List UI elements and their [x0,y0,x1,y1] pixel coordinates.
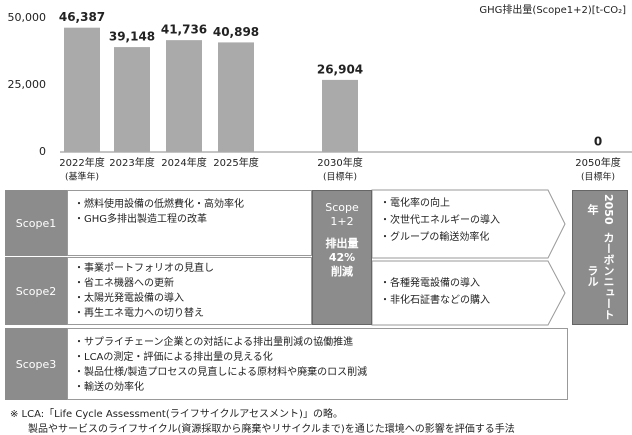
value-label: 39,148 [109,30,155,44]
arrow-box [371,260,566,326]
footnote: 製品やサービスのライフサイクル(資源採取から廃棄やリサイクルまで)を通じた環境へ… [28,424,515,435]
scope-item: ・GHG多排出製造工程の改革 [74,214,208,225]
value-label: 40,898 [213,25,259,39]
measure-item: ・グループの輸送効率化 [380,232,490,243]
scope-item: ・輸送の効率化 [74,382,144,393]
scope-item: ・太陽光発電設備の導入 [74,293,184,304]
target-body: 排出量 [325,237,359,250]
x-tick-label: 2025年度 [213,156,258,169]
y-tick-label: 25,000 [8,78,47,91]
target-2050: 2050年カーボンニュートラル [572,190,628,325]
value-label: 41,736 [161,23,207,37]
scope-item: ・LCAの測定・評価による排出量の見える化 [74,352,273,363]
x-tick-note: (基準年) [65,171,99,183]
measure-item: ・電化率の向上 [380,198,450,209]
bar [64,27,100,153]
target-2030: Scope 1+2 排出量 42% 削減 [312,190,372,325]
scope-label: Scope2 [5,257,67,325]
target-body: 42% [328,251,356,264]
value-label: 26,904 [317,62,363,76]
chart: GHG排出量(Scope1+2)[t-CO₂] 0 25,000 50,000 46,… [8,3,632,183]
scope-item: ・省エネ機器への更新 [74,278,174,289]
bar [322,79,358,152]
y-tick-label: 50,000 [8,11,47,24]
y-tick-label: 0 [39,145,46,158]
target-title: 1+2 [330,215,354,228]
scope-item: ・燃料使用設備の低燃費化・高効率化 [74,199,244,210]
measure-item: ・非化石証書などの購入 [380,295,490,306]
scope-item: ・再生エネ電力への切り替え [74,308,204,319]
footnote: ※ LCA:「Life Cycle Assessment(ライフサイクルアセスメ… [10,409,343,420]
x-tick-label: 2023年度 [109,156,154,169]
target-2050-line: カーボンニュートラル [586,231,615,320]
measures: ・各種発電設備の導入 ・非化石証書などの購入 [380,276,580,310]
target-2050-line: 2050年 [586,193,615,225]
measure-item: ・各種発電設備の導入 [380,278,480,289]
target-title: Scope [325,201,359,214]
scope-item: ・製品仕様/製造プロセスの見直しによる原材料や廃棄のロス削減 [74,367,368,378]
x-tick-note: (目標年) [581,171,615,183]
scope-items: ・事業ポートフォリオの見直し ・省エネ機器への更新 ・太陽光発電設備の導入・再生エネ… [67,257,312,325]
unit-label: GHG排出量(Scope1+2)[t-CO₂] [479,3,626,16]
scope-item: ・事業ポートフォリオの見直し [74,263,214,274]
scope-label: Scope1 [5,190,67,256]
bar [166,40,202,152]
x-tick-label: 2024年度 [161,156,206,169]
x-tick-label: 2050年度 [575,156,620,169]
value-label: 0 [594,135,602,149]
bar [218,42,254,153]
bar [114,47,150,152]
scope-items: ・サプライチェーン企業との対話による排出量削減の協働推進 ・LCAの測定・評価によ… [67,328,568,400]
value-label: 46,387 [59,10,105,24]
target-body: 削減 [331,265,353,278]
x-tick-label: 2022年度 [59,156,104,169]
scope-label: Scope3 [5,328,67,400]
scope-item: ・サプライチェーン企業との対話による排出量削減の協働推進 [74,337,354,348]
spacer [313,229,371,237]
scope-items: ・燃料使用設備の低燃費化・高効率化 ・GHG多排出製造工程の改革 [67,190,312,256]
measures: ・電化率の向上・次世代エネルギーの導入 ・グループの輸送効率化 [380,196,580,247]
arrow-box [371,189,566,259]
measure-item: ・次世代エネルギーの導入 [380,215,500,226]
x-tick-label: 2030年度 [317,156,362,169]
x-tick-note: (目標年) [323,171,357,183]
